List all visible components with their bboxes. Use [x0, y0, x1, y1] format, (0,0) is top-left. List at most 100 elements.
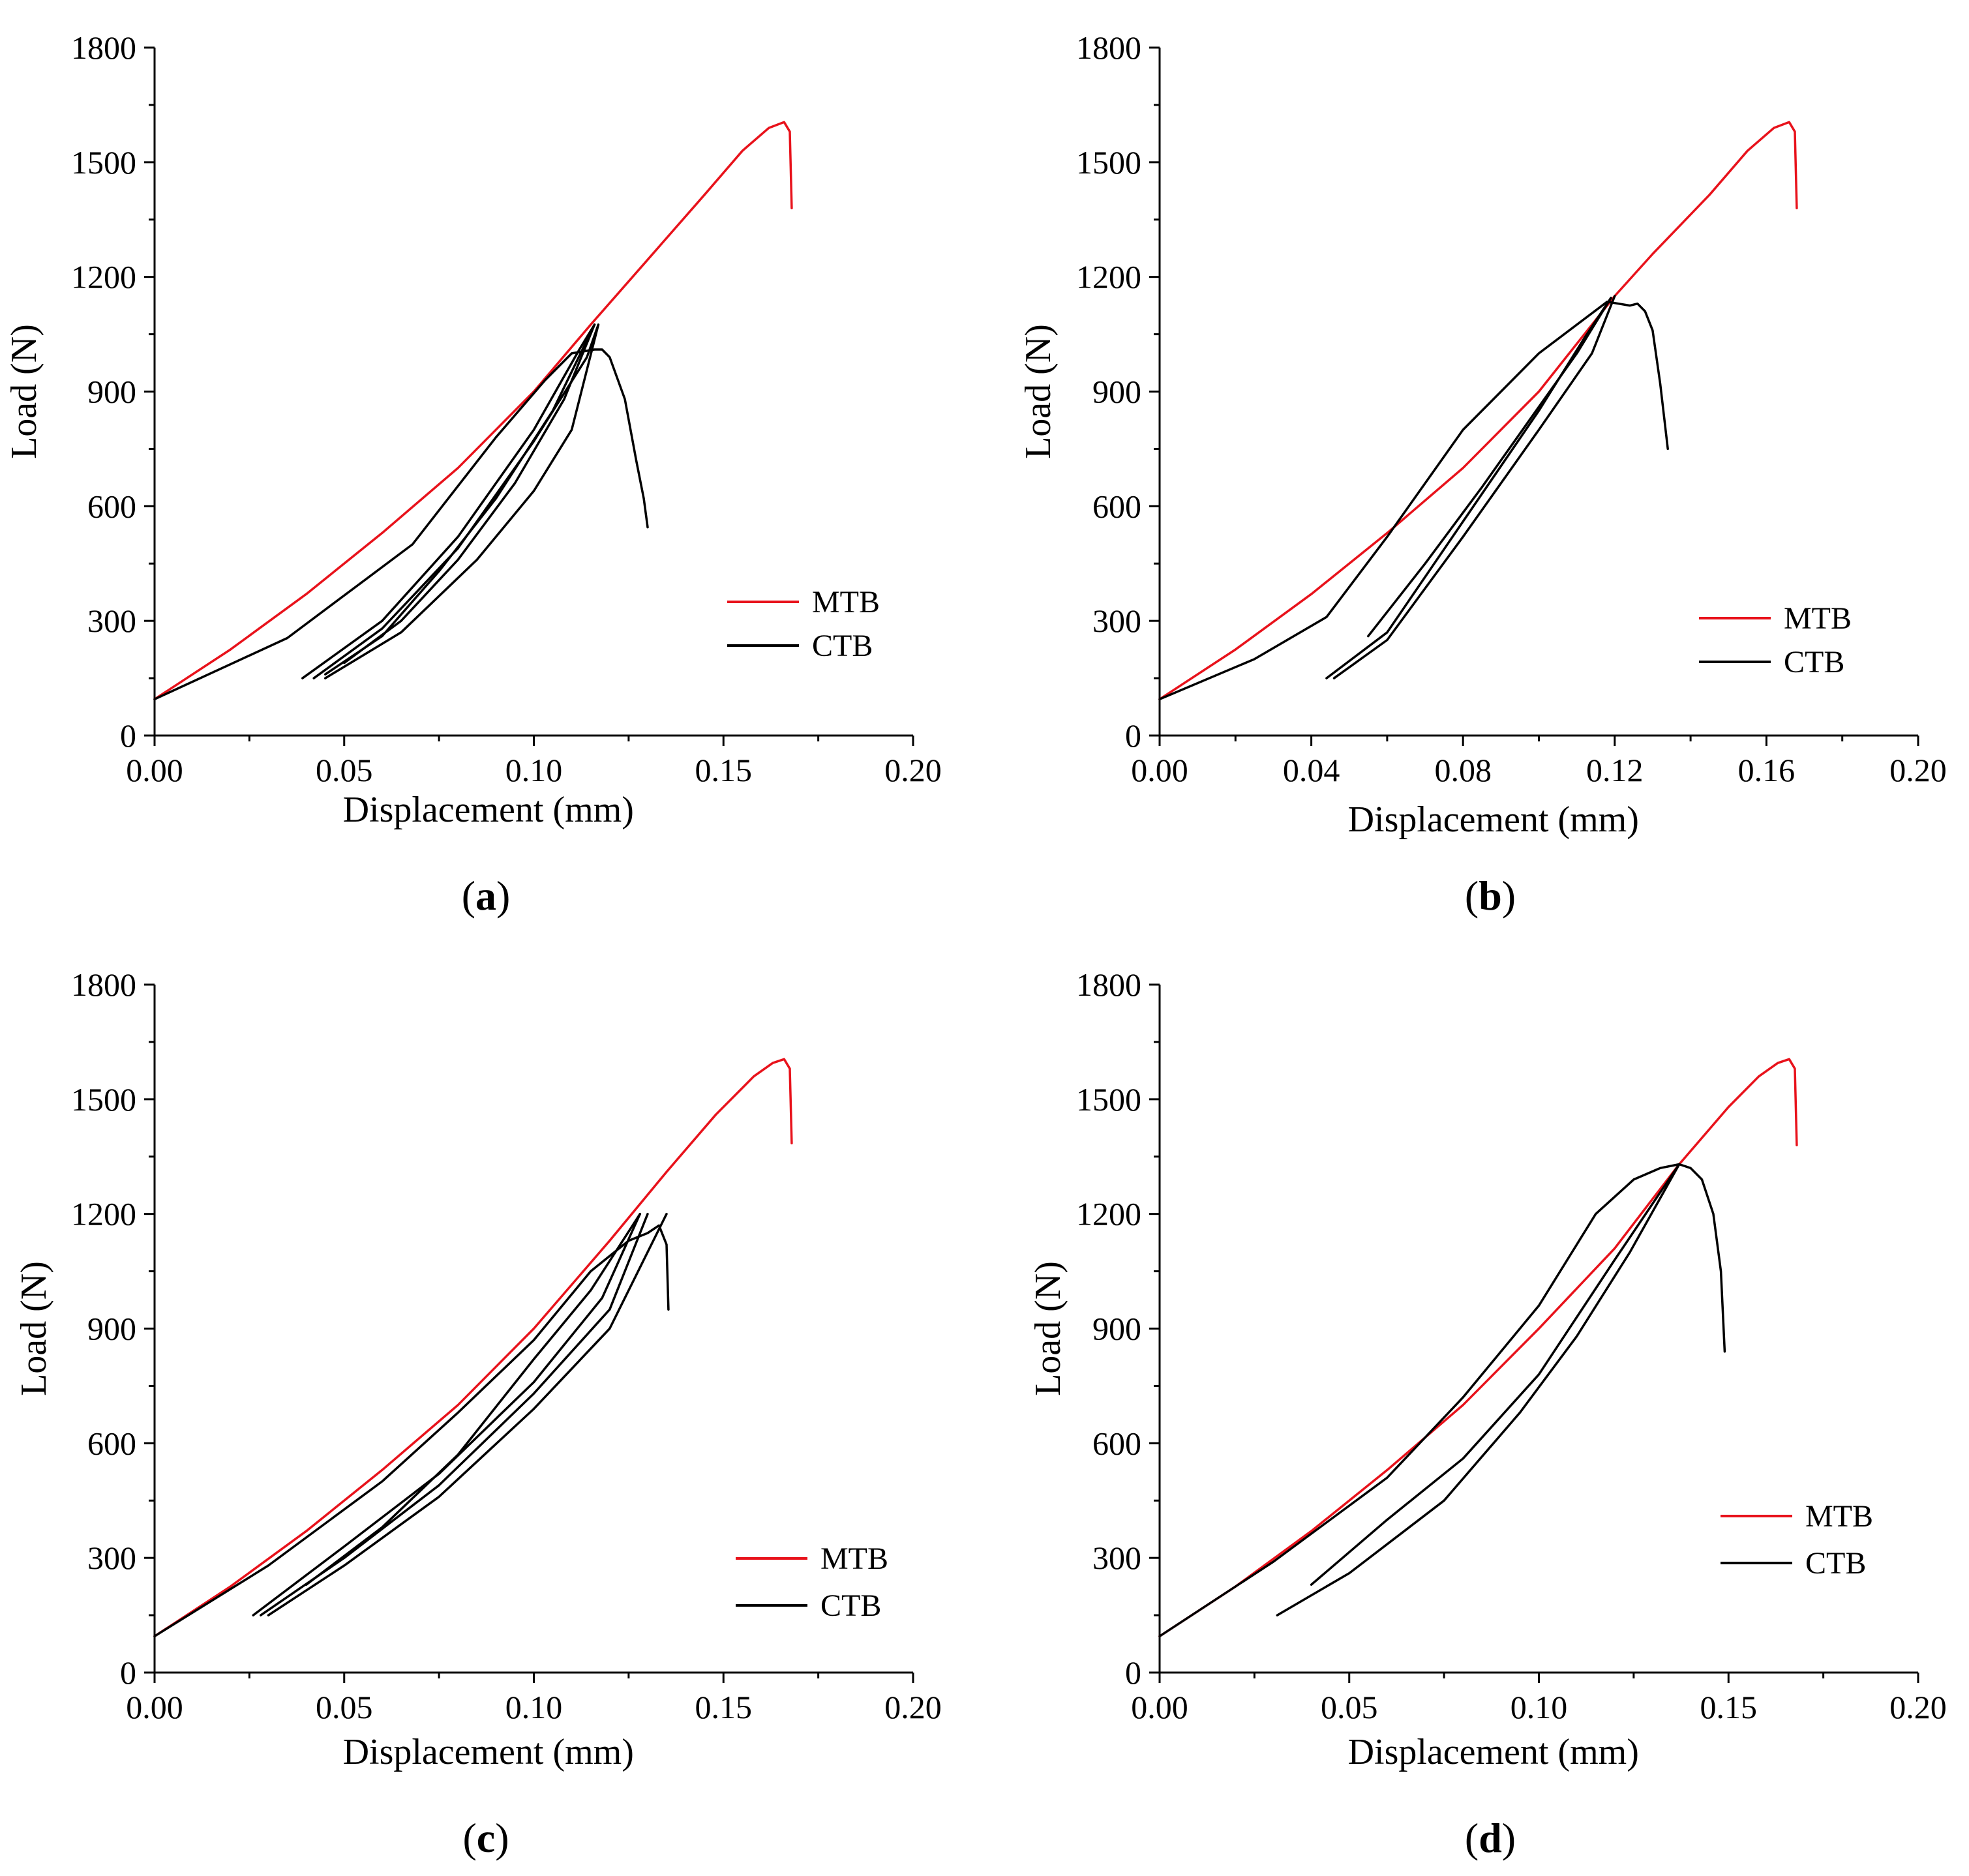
chart-panel-a: 0.00 0.05 0.10 0.15 0.20 0 300 600 900 1200 1500 18… [4, 29, 942, 919]
chart-panel-b: 0.00 0.04 0.08 0.12 0.16 0.20 0 300 600 900 1200 15… [1018, 29, 1947, 919]
panel-label-close: ) [1502, 872, 1516, 919]
panel-label: (c) [462, 1815, 509, 1861]
y-tick-label: 600 [87, 1425, 136, 1461]
panel-label-letter: b [1479, 872, 1502, 919]
x-tick-label: 0.08 [1434, 752, 1492, 788]
x-tick-label: 0.15 [695, 752, 753, 788]
legend: MTB CTB [727, 585, 880, 663]
x-tick-label: 0.00 [1131, 752, 1188, 788]
panel-label-open: ( [462, 1815, 476, 1861]
y-tick-label: 1800 [71, 966, 136, 1003]
legend: MTB CTB [1721, 1499, 1873, 1581]
panel-label: (b) [1465, 872, 1516, 919]
y-tick-label: 1500 [1076, 1081, 1141, 1118]
y-tick-label: 1200 [1076, 1196, 1141, 1232]
panel-label-open: ( [462, 872, 475, 919]
y-tick-label: 1500 [1076, 144, 1141, 181]
legend-label-mtb: MTB [1784, 601, 1852, 636]
legend: MTB CTB [736, 1541, 888, 1623]
y-axis-title: Load (N) [1028, 1261, 1068, 1396]
y-tick-label: 900 [1092, 1311, 1141, 1347]
chart-panel-c: 0.00 0.05 0.10 0.15 0.20 0 300 600 900 1200 1500 18… [14, 966, 942, 1861]
x-axis-title: Displacement (mm) [1348, 1732, 1639, 1772]
x-tick-label: 0.04 [1283, 752, 1340, 788]
x-tick-label: 0.20 [1889, 1689, 1947, 1725]
x-tick-label: 0.05 [1321, 1689, 1378, 1725]
x-tick-label: 0.00 [126, 1689, 183, 1725]
series-line-mtb-0 [1158, 1058, 1798, 1638]
series-line-mtb-0 [1158, 121, 1798, 701]
series-line-ctb-5 [305, 1212, 642, 1586]
panel-label-close: ) [495, 1815, 509, 1861]
x-axis-title: Displacement (mm) [343, 1732, 634, 1772]
y-tick-label: 1800 [71, 29, 136, 66]
series-line-ctb-4 [267, 1212, 668, 1616]
y-tick-label: 600 [1092, 488, 1141, 524]
y-tick-label: 900 [87, 1311, 136, 1347]
series-line-ctb-3 [1310, 1163, 1681, 1586]
y-tick-label: 1200 [1076, 259, 1141, 295]
series-line-mtb-0 [153, 121, 793, 701]
y-tick-label: 600 [87, 488, 136, 524]
y-tick-label: 1200 [71, 259, 136, 295]
legend: MTB CTB [1699, 601, 1852, 679]
y-axis-title: Load (N) [4, 324, 44, 459]
y-tick-label: 1800 [1076, 29, 1141, 66]
panel-label-open: ( [1465, 872, 1479, 919]
series-line-ctb-3 [1332, 295, 1616, 679]
panel-label-open: ( [1465, 1815, 1479, 1861]
panel-label-letter: c [477, 1815, 495, 1861]
y-tick-label: 1500 [71, 1081, 136, 1118]
x-axis-title: Displacement (mm) [1348, 799, 1639, 840]
y-axis-title: Load (N) [1018, 324, 1059, 459]
legend-label-ctb: CTB [1805, 1546, 1866, 1581]
x-tick-label: 0.10 [1511, 1689, 1568, 1725]
legend-label-mtb: MTB [820, 1541, 888, 1576]
y-tick-label: 300 [87, 603, 136, 639]
x-axis-title: Displacement (mm) [343, 790, 634, 830]
x-tick-label: 0.05 [316, 752, 373, 788]
legend-label-ctb: CTB [820, 1588, 881, 1623]
panel-label-close: ) [496, 872, 510, 919]
y-tick-label: 0 [120, 717, 136, 754]
y-tick-label: 900 [1092, 374, 1141, 410]
panel-label-letter: a [475, 872, 496, 919]
series-line-ctb-4 [1367, 297, 1612, 638]
y-tick-label: 1800 [1076, 966, 1141, 1003]
y-tick-label: 1200 [71, 1196, 136, 1232]
series-line-ctb-1 [1158, 1163, 1726, 1638]
series-line-ctb-1 [153, 1224, 670, 1638]
panel-label-letter: d [1479, 1815, 1502, 1861]
legend-label-mtb: MTB [1805, 1499, 1873, 1534]
x-tick-label: 0.15 [695, 1689, 753, 1725]
panel-label-close: ) [1502, 1815, 1516, 1861]
series-line-ctb-1 [153, 348, 649, 701]
series-line-ctb-2 [301, 323, 596, 679]
y-tick-label: 1500 [71, 144, 136, 181]
x-tick-label: 0.10 [505, 752, 563, 788]
legend-label-ctb: CTB [1784, 645, 1844, 679]
chart-panel-d: 0.00 0.05 0.10 0.15 0.20 0 300 600 900 1200 1500 18… [1028, 966, 1947, 1861]
y-tick-label: 0 [120, 1654, 136, 1691]
x-tick-label: 0.00 [1131, 1689, 1188, 1725]
x-tick-label: 0.20 [1889, 752, 1947, 788]
series-line-mtb-0 [153, 1058, 793, 1638]
series-line-ctb-4 [323, 323, 600, 679]
y-tick-label: 900 [87, 374, 136, 410]
y-axis-title: Load (N) [14, 1261, 54, 1396]
y-tick-label: 0 [1125, 717, 1141, 754]
x-tick-label: 0.16 [1738, 752, 1796, 788]
y-tick-label: 300 [1092, 1540, 1141, 1576]
x-tick-label: 0.00 [126, 752, 183, 788]
series-line-ctb-2 [1276, 1163, 1681, 1616]
panel-label: (a) [462, 872, 511, 919]
y-tick-label: 300 [87, 1540, 136, 1576]
x-tick-label: 0.20 [884, 752, 942, 788]
series-line-ctb-3 [312, 323, 600, 679]
series-line-ctb-2 [1325, 297, 1612, 679]
x-tick-label: 0.20 [884, 1689, 942, 1725]
y-tick-label: 300 [1092, 603, 1141, 639]
x-tick-label: 0.05 [316, 1689, 373, 1725]
